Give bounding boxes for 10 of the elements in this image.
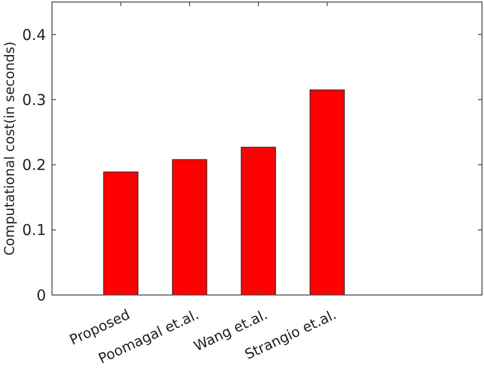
y-axis-title: Computational cost(in seconds) [2,41,18,256]
y-tick-label: 0.2 [22,156,46,174]
y-tick-label: 0.3 [22,90,46,109]
bar [310,90,345,296]
y-tick-label: 0 [36,286,46,304]
bar [172,159,208,296]
bar [240,146,276,296]
y-tick-label: 0.4 [22,26,46,44]
bar [103,172,138,296]
y-tick-label: 0.1 [22,221,46,240]
